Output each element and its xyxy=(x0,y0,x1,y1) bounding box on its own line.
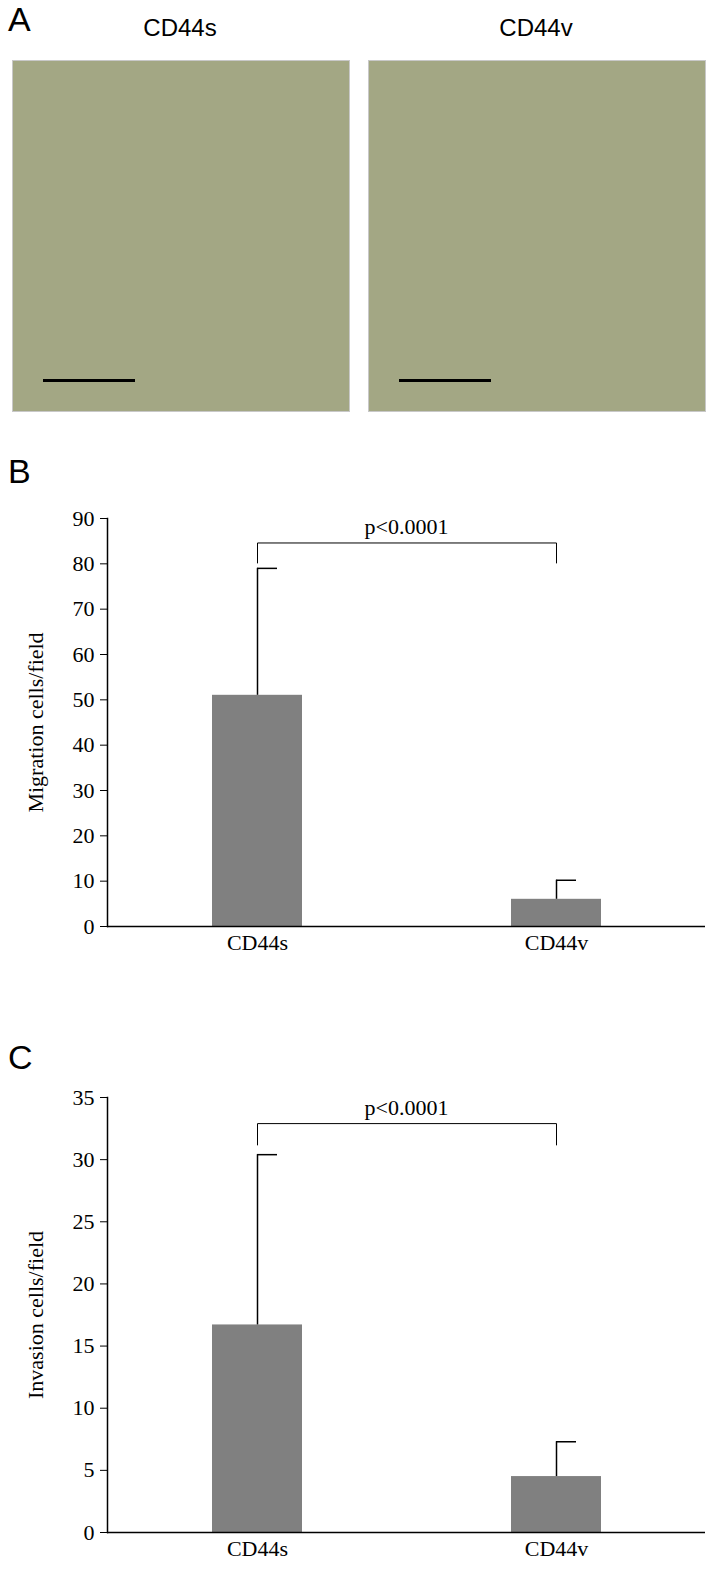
svg-text:25: 25 xyxy=(73,1209,95,1234)
svg-text:90: 90 xyxy=(73,506,95,531)
svg-text:5: 5 xyxy=(84,1457,95,1482)
svg-text:20: 20 xyxy=(73,823,95,848)
svg-text:30: 30 xyxy=(73,778,95,803)
svg-text:p<0.0001: p<0.0001 xyxy=(365,1095,449,1120)
svg-text:35: 35 xyxy=(73,1085,95,1110)
svg-text:10: 10 xyxy=(73,868,95,893)
svg-text:50: 50 xyxy=(73,687,95,712)
html-text:B: B xyxy=(8,452,31,490)
html-text:CD44v: CD44v xyxy=(499,14,573,41)
svg-text:20: 20 xyxy=(73,1271,95,1296)
html-text:C: C xyxy=(8,1038,33,1076)
svg-text:30: 30 xyxy=(73,1147,95,1172)
svg-text:Invasion cells/field: Invasion cells/field xyxy=(23,1231,48,1399)
html-text:A: A xyxy=(8,0,31,38)
svg-text:0: 0 xyxy=(84,914,95,939)
svg-text:10: 10 xyxy=(73,1395,95,1420)
svg-text:70: 70 xyxy=(73,596,95,621)
html-text:CD44s: CD44s xyxy=(143,14,217,41)
svg-text:40: 40 xyxy=(73,732,95,757)
svg-text:CD44v: CD44v xyxy=(525,1536,589,1561)
svg-text:0: 0 xyxy=(84,1520,95,1545)
svg-text:15: 15 xyxy=(73,1333,95,1358)
svg-text:CD44s: CD44s xyxy=(227,930,288,955)
svg-text:CD44v: CD44v xyxy=(525,930,589,955)
svg-text:Migration cells/field: Migration cells/field xyxy=(23,632,48,812)
svg-text:60: 60 xyxy=(73,642,95,667)
svg-text:p<0.0001: p<0.0001 xyxy=(365,514,449,539)
svg-text:80: 80 xyxy=(73,551,95,576)
svg-text:CD44s: CD44s xyxy=(227,1536,288,1561)
